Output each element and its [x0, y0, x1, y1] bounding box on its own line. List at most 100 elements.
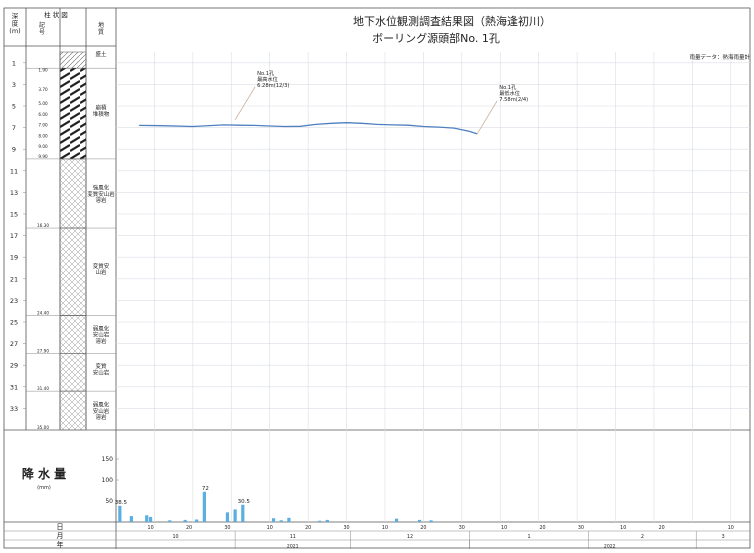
depth-tick-label-13: 27: [10, 340, 18, 348]
depth-tick-label-4: 9: [12, 146, 16, 154]
boundary-depth-label-8: 16.30: [37, 223, 49, 228]
precip-data-label-2: 30.5: [238, 499, 251, 505]
depth-tick-label-12: 25: [10, 319, 18, 327]
day-tick-label-8: 30: [459, 525, 465, 531]
log-column-header: 柱 状 図: [44, 10, 68, 19]
month-label-0: 10: [173, 534, 179, 540]
geology-layer-3: [59, 227, 87, 316]
depth-tick-label-0: 1: [12, 59, 16, 67]
boundary-depth-label-7: 9.90: [38, 154, 48, 159]
precip-bar-11: [271, 518, 276, 522]
annotation-text-1: No.1孔最低水位 7.58m(2/4): [499, 83, 528, 103]
axis-row-label-2: 年: [57, 540, 64, 549]
precip-axis-unit: (mm): [37, 485, 51, 491]
boundary-depth-label-11: 31.40: [37, 386, 49, 391]
boundary-depth-label-12: 35.00: [37, 425, 49, 430]
boundary-depth-label-6: 9.00: [38, 144, 48, 149]
precip-data-label-0: 38.5: [115, 500, 128, 506]
geology-layer-6: [59, 390, 87, 431]
month-label-4: 2: [641, 534, 644, 540]
precip-bar-5: [183, 519, 187, 522]
depth-tick-label-2: 5: [12, 103, 16, 111]
depth-tick-label-14: 29: [10, 362, 18, 370]
axis-row-label-1: 月: [57, 532, 64, 540]
day-tick-label-14: 10: [728, 525, 734, 531]
water-level-series: [139, 122, 478, 135]
boundary-depth-label-5: 8.00: [38, 133, 48, 138]
boundary-depth-label-10: 27.90: [37, 348, 49, 353]
annotation-leader-0: [234, 86, 256, 121]
chart-subtitle: ボーリング源頭部No. 1孔: [372, 31, 500, 45]
day-tick-label-5: 30: [343, 525, 349, 531]
rain-source-label: 雨量データ：熱海雨量計: [689, 53, 750, 61]
geology-label-0: 盛土: [95, 50, 107, 58]
geology-layer-4: [59, 315, 87, 354]
precip-bar-17: [417, 519, 422, 522]
precip-bar-2: [145, 515, 149, 522]
boundary-depth-label-9: 24.40: [37, 311, 49, 316]
depth-tick-label-3: 7: [12, 124, 16, 132]
day-tick-label-6: 10: [382, 525, 388, 531]
precip-bar-13: [287, 517, 291, 522]
symbol-column-header: 記号: [39, 21, 45, 36]
geology-label-4: 弱風化安山岩溶岩: [93, 324, 110, 345]
year-label-1: 2022: [604, 544, 616, 550]
geology-label-1: 崩積堆積物: [93, 104, 110, 118]
axis-row-label-0: 日: [57, 523, 64, 531]
precip-bar-15: [325, 519, 329, 522]
depth-tick-label-7: 15: [10, 211, 18, 219]
annotation-text-0: No.1孔最高水位 6.28m(12/3): [257, 69, 289, 89]
geology-layer-2: [59, 158, 87, 229]
day-tick-label-10: 20: [539, 525, 545, 531]
geology-label-2: 強風化変質安山岩溶岩: [87, 183, 115, 204]
depth-column-header: 深度(m): [9, 11, 20, 35]
precip-bar-18: [429, 520, 433, 522]
depth-tick-label-16: 33: [10, 405, 18, 413]
geology-layer-0: [59, 51, 87, 69]
depth-tick-label-8: 17: [10, 232, 18, 240]
boundary-depth-label-3: 6.00: [38, 112, 48, 117]
geology-column: [26, 51, 116, 431]
text-layer: 深度(m) 柱 状 図記号 地質盛土崩積堆積物強風化変質安山岩溶岩変質安山岩弱風化安…: [9, 10, 750, 550]
boundary-depth-label-0: 1.90: [38, 68, 48, 73]
year-label-0: 2021: [287, 544, 299, 550]
day-tick-label-4: 20: [305, 525, 311, 531]
precip-data-label-1: 72: [202, 486, 209, 492]
depth-tick-label-10: 21: [10, 275, 18, 283]
precip-bar-12: [279, 520, 283, 522]
boundary-depth-label-4: 7.00: [38, 123, 48, 128]
precip-bar-3: [148, 516, 153, 522]
precip-bar-6: [195, 519, 199, 522]
rain-tick-label-2: 150: [102, 456, 114, 463]
precip-bar-7: [202, 491, 206, 522]
geology-column-header: 地質: [98, 21, 104, 36]
geology-layer-5: [59, 353, 87, 392]
depth-tick-label-6: 13: [10, 189, 18, 197]
rain-tick-label-0: 50: [105, 498, 113, 505]
precip-bar-8: [225, 512, 230, 522]
depth-tick-label-11: 23: [10, 297, 18, 305]
depth-tick-label-1: 3: [12, 81, 16, 89]
annotation-leader-1: [476, 100, 498, 135]
month-label-5: 3: [722, 534, 725, 540]
day-tick-label-1: 20: [186, 525, 192, 531]
precip-bar-0: [118, 505, 122, 522]
precip-series: [118, 491, 433, 522]
precip-bar-14: [318, 520, 322, 522]
precip-bar-10: [241, 504, 245, 522]
precip-axis-label: 降 水 量: [22, 466, 66, 481]
boundary-depth-label-2: 5.00: [38, 101, 48, 106]
day-tick-label-2: 30: [224, 525, 230, 531]
geology-layer-1: [59, 67, 87, 160]
geology-label-6: 弱風化安山岩溶岩: [93, 401, 110, 422]
rain-tick-label-1: 100: [102, 477, 114, 484]
geology-label-3: 変質安山岩: [93, 262, 110, 276]
day-tick-label-12: 10: [620, 525, 626, 531]
grid-layer: [116, 52, 750, 522]
month-label-2: 12: [407, 534, 413, 540]
depth-tick-label-5: 11: [10, 167, 18, 175]
outer-frame: [3, 7, 751, 549]
chart-title: 地下水位観測調査結果図（熱海逢初川）: [353, 14, 551, 28]
